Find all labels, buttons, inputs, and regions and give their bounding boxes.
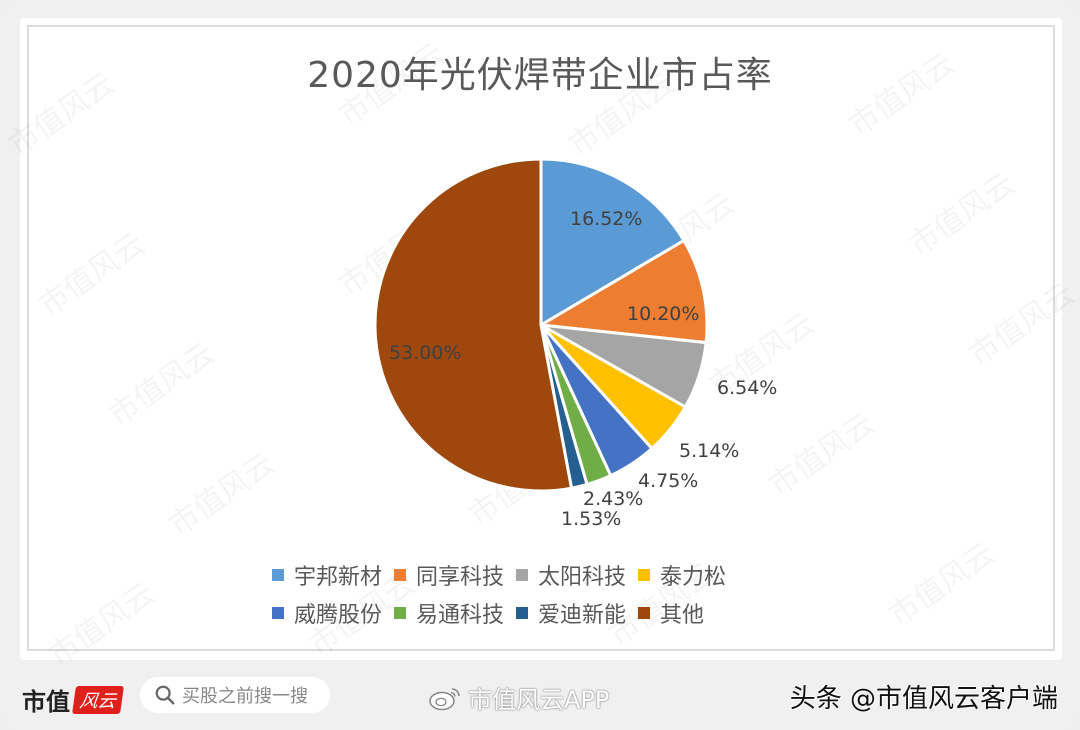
weibo-icon	[429, 687, 460, 710]
legend-swatch	[394, 607, 407, 619]
search-icon	[155, 685, 175, 705]
legend-swatch	[638, 607, 651, 619]
data-label: 2.43%	[583, 488, 644, 510]
legend-swatch	[516, 607, 529, 619]
brand-text: 市值	[22, 687, 70, 716]
legend-row: 威腾股份 易通科技 爱迪新能 其他	[272, 594, 812, 632]
legend-label: 威腾股份	[294, 603, 383, 628]
data-label: 16.52%	[570, 208, 643, 230]
search-box[interactable]: 买股之前搜一搜	[140, 677, 330, 713]
weibo-watermark: 市值风云APP	[428, 680, 609, 715]
footer-bar: 市值 风云 买股之前搜一搜 市值风云APP 头条 @市值风云客户端	[0, 660, 1080, 730]
legend-item-yubang: 宇邦新材	[272, 559, 382, 591]
legend-label: 易通科技	[416, 603, 505, 628]
data-label: 10.20%	[627, 303, 700, 325]
chart-legend: 宇邦新材 同享科技 太阳科技 泰力松 威腾股份 易通科技 爱迪新能	[272, 556, 812, 632]
legend-label: 其他	[660, 603, 705, 628]
data-label: 53.00%	[389, 342, 462, 364]
pie-slice	[536, 238, 709, 345]
legend-swatch	[638, 569, 651, 581]
toutiao-attribution: 头条 @市值风云客户端	[789, 684, 1058, 714]
chart-title: 2020年光伏焊带企业市占率	[307, 55, 773, 96]
data-label: 5.14%	[679, 440, 740, 462]
legend-swatch	[394, 569, 407, 581]
legend-item-tongxiang: 同享科技	[394, 559, 504, 591]
legend-label: 太阳科技	[538, 565, 627, 590]
legend-label: 宇邦新材	[294, 565, 383, 590]
brand-logo[interactable]: 市值 风云	[22, 682, 124, 717]
legend-item-aidi: 爱迪新能	[516, 597, 626, 629]
search-placeholder: 买股之前搜一搜	[182, 686, 308, 707]
legend-row: 宇邦新材 同享科技 太阳科技 泰力松	[272, 556, 812, 594]
weibo-text: 市值风云APP	[468, 686, 610, 714]
legend-label: 同享科技	[416, 565, 505, 590]
legend-item-yitong: 易通科技	[394, 597, 504, 629]
pie-slice	[373, 157, 574, 493]
data-label: 6.54%	[717, 377, 778, 399]
data-label: 1.53%	[561, 508, 622, 530]
legend-label: 爱迪新能	[538, 603, 627, 628]
legend-swatch	[516, 569, 529, 581]
legend-item-taiyang: 太阳科技	[516, 559, 626, 591]
legend-item-weiteng: 威腾股份	[272, 597, 382, 629]
legend-swatch	[272, 569, 284, 581]
pie-slice	[539, 157, 686, 328]
legend-swatch	[272, 607, 284, 619]
legend-item-other: 其他	[638, 597, 704, 629]
data-label: 4.75%	[638, 470, 699, 492]
legend-label: 泰力松	[660, 565, 727, 590]
brand-badge: 风云	[72, 685, 124, 714]
legend-item-tailisong: 泰力松	[638, 559, 726, 591]
